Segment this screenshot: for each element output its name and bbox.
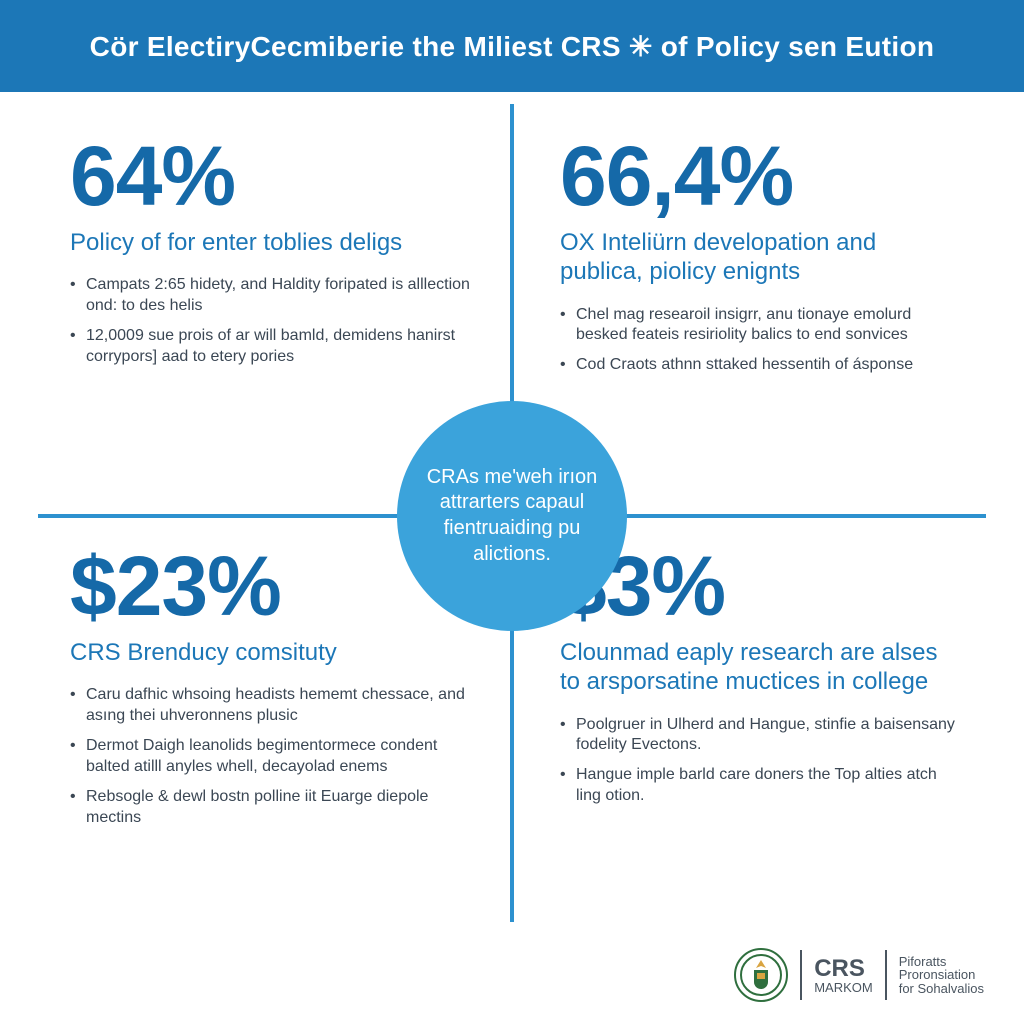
- footer-logo-block: CRS MARKOM Piforatts Proronsiation for S…: [734, 948, 984, 1002]
- logo-abbrev: CRS: [814, 956, 873, 981]
- logo-tagline: Piforatts Proronsiation for Sohalvalios: [899, 955, 984, 996]
- bullet-item: Rebsogle & dewl bostn polline iit Euarge…: [70, 787, 470, 828]
- stat-subhead: Policy of for enter toblies deligs: [70, 228, 470, 257]
- stat-subhead: CRS Brenducy comsituty: [70, 638, 470, 667]
- stat-value: $3%: [560, 544, 960, 628]
- bullet-item: Caru dafhic whsoing headists hememt ches…: [70, 685, 470, 726]
- logo-divider: [800, 950, 802, 1000]
- logo-subname: MARKOM: [814, 981, 873, 995]
- center-callout: CRAs me'weh irıon attrarters capaul fien…: [397, 401, 627, 631]
- bullet-item: Poolgruer in Ulherd and Hangue, stinfie …: [560, 715, 960, 756]
- page-title: Cör ElectiryCecmiberie the Miliest CRS ✳…: [90, 30, 935, 63]
- quadrant-bottom-right: $3% Clounmad eaply research are alses to…: [560, 544, 980, 816]
- quadrant-top-left: 64% Policy of for enter toblies deligs C…: [70, 134, 490, 377]
- quadrant-area: 64% Policy of for enter toblies deligs C…: [0, 92, 1024, 922]
- tagline-line: Piforatts: [899, 955, 984, 969]
- center-callout-text: CRAs me'weh irıon attrarters capaul fien…: [425, 465, 599, 567]
- stat-subhead: Clounmad eaply research are alses to ars…: [560, 638, 960, 697]
- page-root: Cör ElectiryCecmiberie the Miliest CRS ✳…: [0, 0, 1024, 1024]
- bullet-list: Campats 2:65 hidety, and Haldity foripat…: [70, 275, 470, 367]
- tagline-line: for Sohalvalios: [899, 982, 984, 996]
- bullet-item: Campats 2:65 hidety, and Haldity foripat…: [70, 275, 470, 316]
- bullet-item: Hangue imple barld care doners the Top a…: [560, 765, 960, 806]
- bullet-item: 12,0009 sue prois of ar will bamld, demi…: [70, 326, 470, 367]
- stat-value: 64%: [70, 134, 470, 218]
- bullet-list: Caru dafhic whsoing headists hememt ches…: [70, 685, 470, 828]
- logo-text: CRS MARKOM: [814, 956, 873, 995]
- stat-subhead: OX Inteliürn developation and publica, p…: [560, 228, 960, 287]
- bullet-list: Poolgruer in Ulherd and Hangue, stinfie …: [560, 715, 960, 807]
- quadrant-top-right: 66,4% OX Inteliürn developation and publ…: [560, 134, 980, 386]
- bullet-item: Dermot Daigh leanolids begimentormece co…: [70, 736, 470, 777]
- tagline-line: Proronsiation: [899, 968, 984, 982]
- seal-icon: [734, 948, 788, 1002]
- stat-value: 66,4%: [560, 134, 960, 218]
- bullet-item: Chel mag researoil insigrr, anu tionaye …: [560, 305, 960, 346]
- title-band: Cör ElectiryCecmiberie the Miliest CRS ✳…: [0, 0, 1024, 92]
- bullet-item: Cod Craots athnn sttaked hessentih of ás…: [560, 355, 960, 375]
- logo-divider: [885, 950, 887, 1000]
- bullet-list: Chel mag researoil insigrr, anu tionaye …: [560, 305, 960, 376]
